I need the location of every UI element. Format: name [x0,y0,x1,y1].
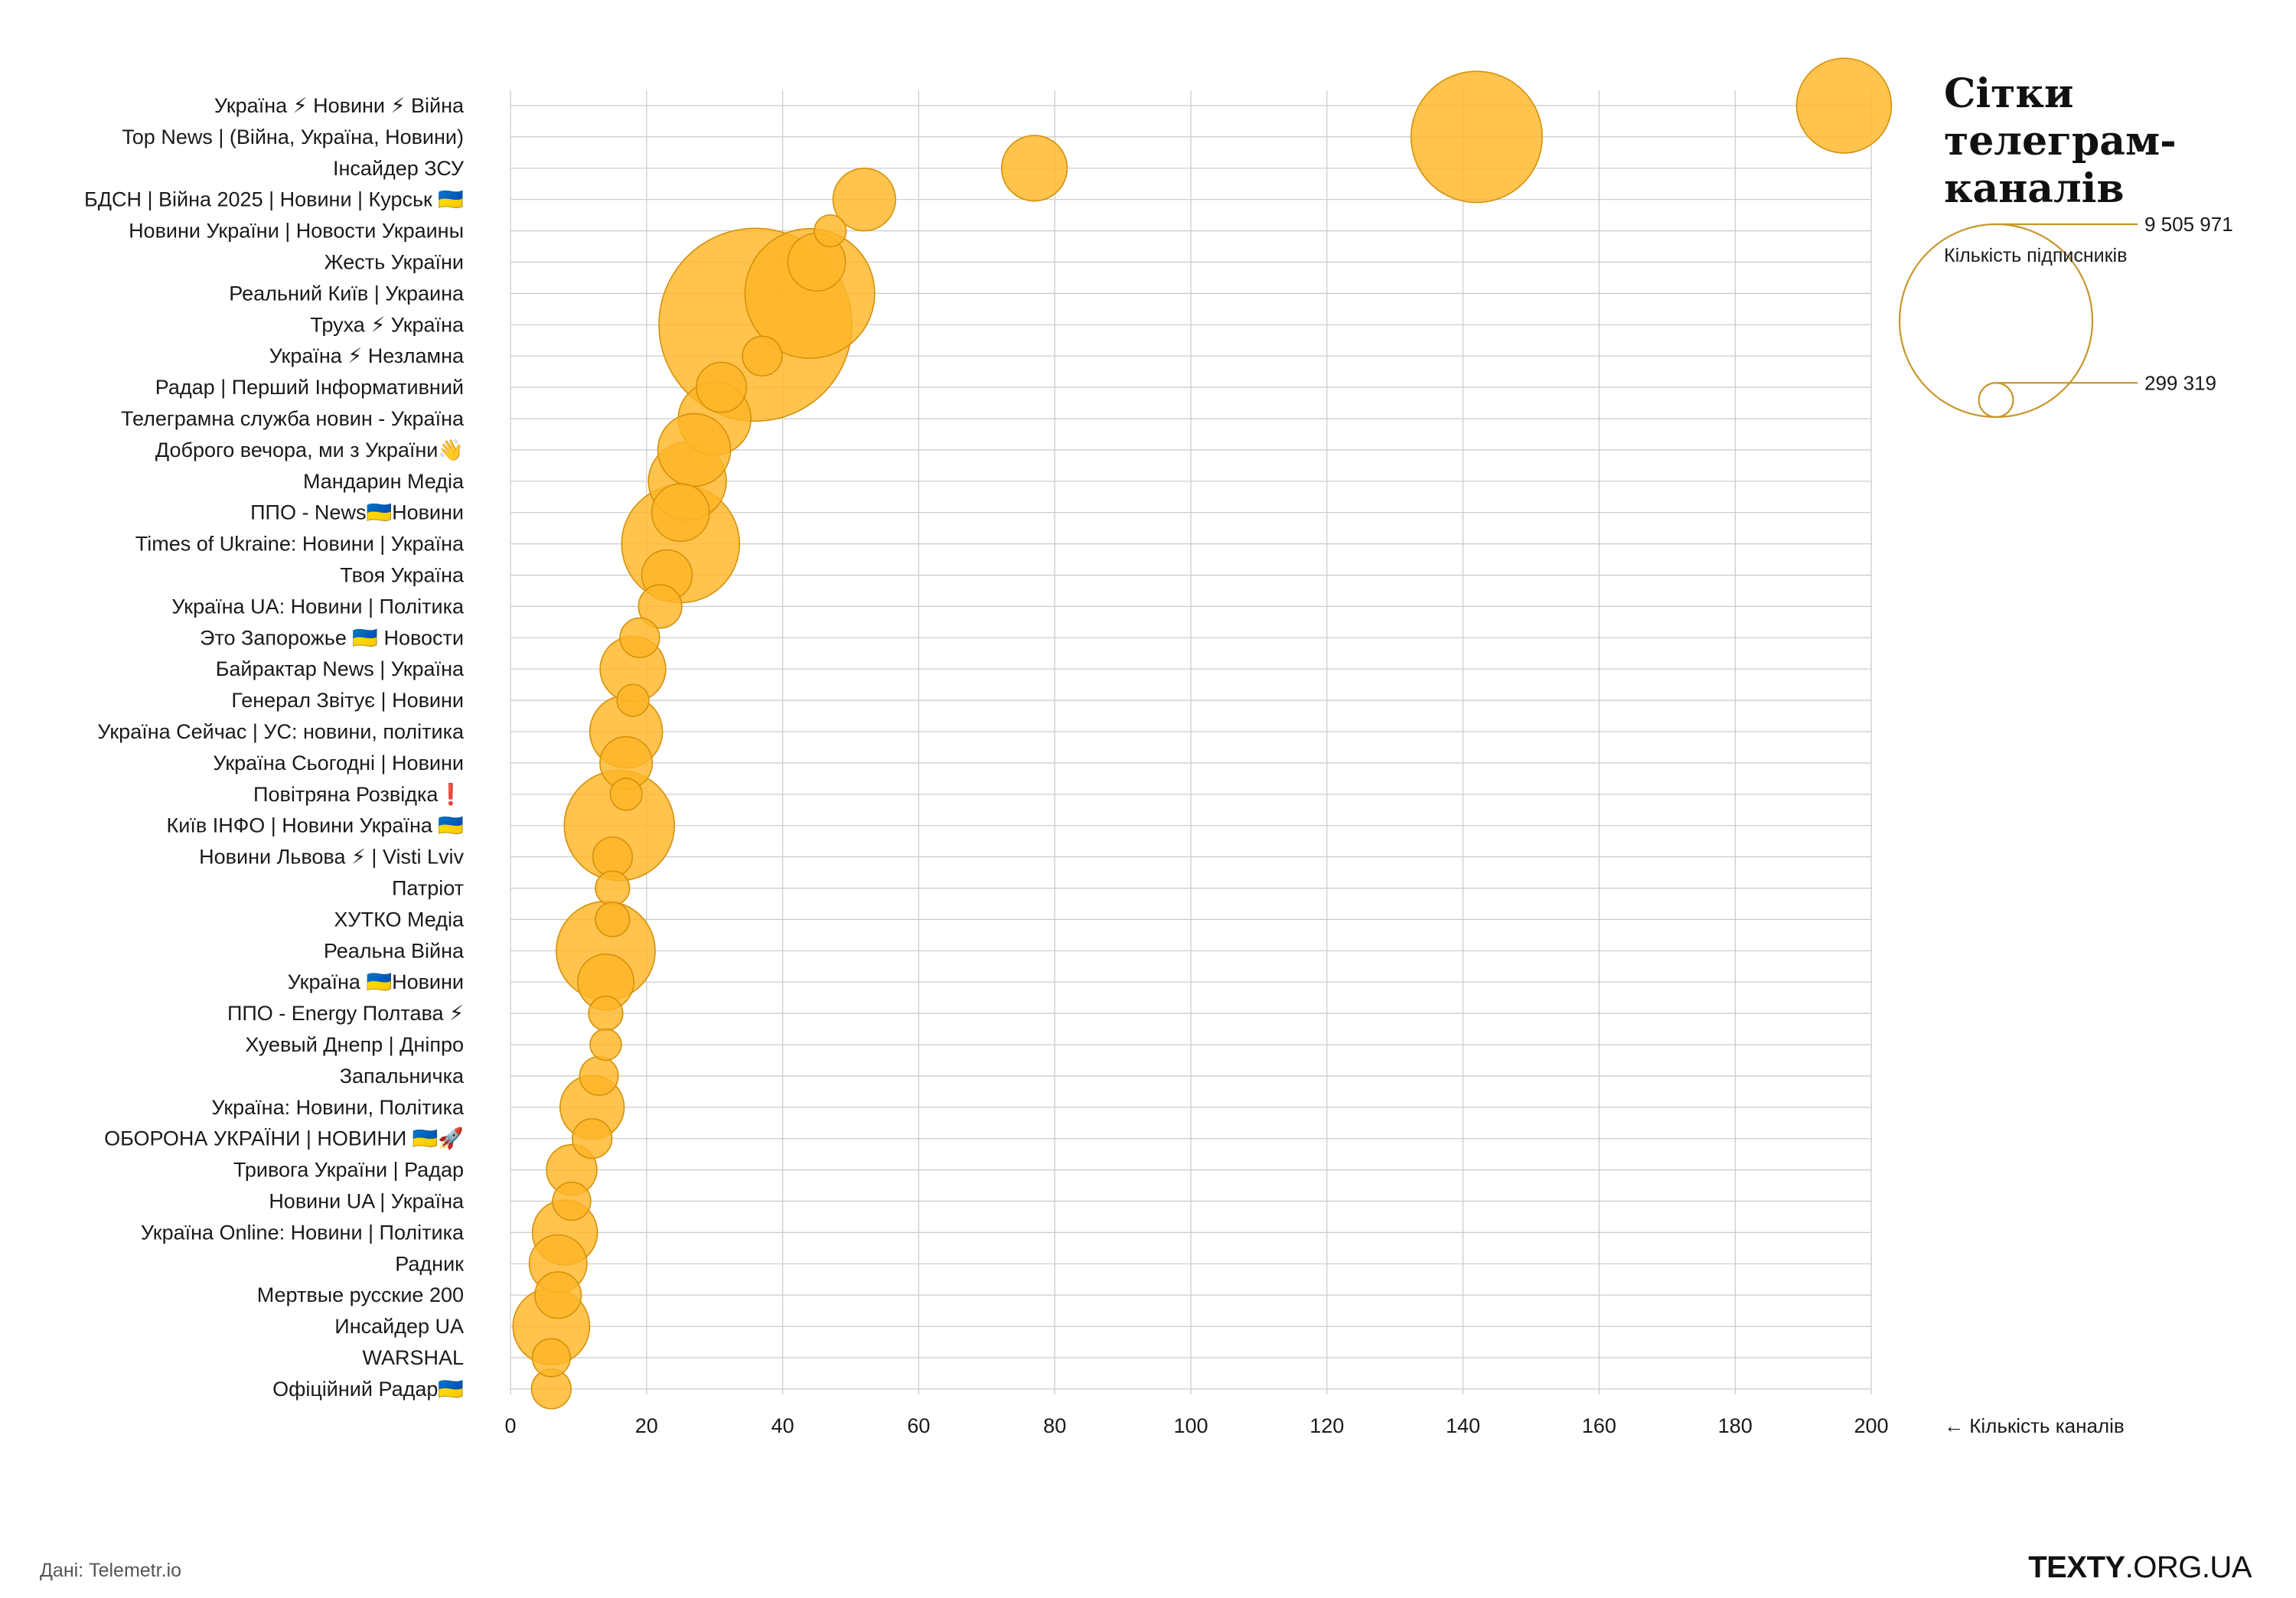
bubble: Генерал Звітує | Новини [616,683,650,717]
category-label: Радар | Перший Інформативний [155,376,464,399]
category-label: Байрактар News | Україна [216,657,465,680]
bubble: Повітряна Розвідка❗ [609,778,643,811]
bubble: БДСН | Війна 2025 | Новини | Курськ 🇺🇦 [832,168,896,232]
category-label: Труха ⚡ Україна [310,313,465,336]
category-label: Генерал Звітує | Новини [231,689,464,712]
bubble: Патріот [595,870,631,906]
category-label: БДСН | Війна 2025 | Новини | Курськ 🇺🇦 [84,188,464,211]
x-tick-label: 160 [1582,1414,1616,1437]
x-tick-label: 200 [1854,1414,1888,1437]
category-label: Жесть України [325,251,464,274]
legend-title: Кількість підписників [1944,245,2128,266]
bubble: Новини UA | Україна [552,1181,592,1221]
category-label: Инсайдер UA [334,1315,464,1338]
category-label: Тривога України | Радар [233,1159,464,1182]
category-label: Твоя Україна [340,564,465,587]
bubble: ОБОРОНА УКРАЇНИ | НОВИНИ 🇺🇦🚀 [572,1118,613,1159]
bubble: Україна UA: Новини | Політика [638,584,683,629]
brand-bold: TEXTY [2028,1551,2125,1584]
category-label: ОБОРОНА УКРАЇНИ | НОВИНИ 🇺🇦🚀 [104,1127,464,1150]
chart-title: Сітки телеграм-каналів [1944,70,2177,212]
category-label: Новини Львова ⚡ | Visti Lviv [199,846,464,869]
category-label: Top News | (Війна, Україна, Новини) [122,126,464,148]
category-label: Новини UA | Україна [269,1190,465,1213]
category-label: Радник [395,1252,464,1275]
grid [510,90,1872,1394]
bubbles: Труха ⚡ УкраїнаTop News | (Війна, Україн… [512,57,1893,1410]
category-label: ППО - Energy Полтава ⚡ [227,1002,464,1025]
category-label: Доброго вечора, ми з України👋 [155,439,464,462]
source-note: Дані: Telemetr.io [40,1560,181,1581]
bubble: Україна ⚡ Новини ⚡ Війна [1795,57,1893,154]
category-label: Запальничка [340,1065,465,1088]
category-label: Это Запорожье 🇺🇦 Новости [200,626,464,649]
legend-max-label: 9 505 971 [2144,213,2233,236]
legend-circle-min [1978,382,2014,419]
category-label: Хуевый Днепр | Дніпро [245,1033,464,1056]
category-label: Новини України | Новости Украины [129,220,464,243]
bubble: ППО - News🇺🇦Новини [651,483,710,543]
category-label: Україна Сьогодні | Новини [213,752,464,775]
bubble: ХУТКО Медіа [595,902,631,938]
bubble: Україна ⚡ Незламна [742,335,783,377]
bubble: Запальничка [579,1055,619,1096]
category-label: Мертвые русские 200 [257,1283,464,1306]
category-label: ХУТКО Медіа [334,908,465,931]
x-tick-label: 60 [907,1414,930,1437]
category-labels: Україна ⚡ Новини ⚡ Війна Top News | (Війн… [84,94,465,1401]
bubble: Мертвые русские 200 [534,1271,582,1319]
category-label: Реальна Війна [324,939,465,962]
category-label: Телеграмна служба новин - Україна [121,407,465,430]
category-label: Україна ⚡ Новини ⚡ Війна [214,94,465,117]
x-tick-label: 100 [1173,1414,1208,1437]
bubble: Top News | (Війна, Україна, Новини) [1410,70,1543,204]
bubble: Доброго вечора, ми з України👋 [657,413,732,488]
bubble: ППО - Energy Полтава ⚡ [588,995,624,1032]
category-label: Офіційний Радар🇺🇦 [272,1378,464,1401]
category-label: Україна ⚡ Незламна [269,344,465,367]
bubble: Інсайдер ЗСУ [1000,135,1068,202]
x-tick-label: 180 [1718,1414,1753,1437]
category-label: Україна 🇺🇦Новини [288,970,464,993]
category-label: Мандарин Медіа [303,470,465,493]
x-axis-ticks: 0 20 40 60 80 100 120 140 160 180 200 [504,1414,1888,1437]
category-label: Патріот [392,877,464,900]
category-label: ППО - News🇺🇦Новини [250,501,464,524]
x-tick-label: 0 [504,1414,516,1437]
category-label: Інсайдер ЗСУ [333,157,465,180]
category-label: Україна UA: Новини | Політика [171,595,465,618]
bubble: WARSHAL [531,1338,571,1378]
x-tick-label: 140 [1446,1414,1480,1437]
category-label: Реальний Київ | Украина [229,282,465,305]
bubble: Это Запорожье 🇺🇦 Новости [619,617,660,658]
bubble: Радар | Перший Інформативний [696,361,748,413]
category-label: Україна: Новини, Політика [211,1096,465,1119]
category-label: WARSHAL [362,1346,464,1369]
bubble: Новини України | Новости Украины [814,214,847,248]
x-tick-label: 80 [1043,1414,1066,1437]
category-label: Україна Сейчас | УС: новини, політика [97,720,465,743]
category-label: Times of Ukraine: Новини | Україна [135,533,465,556]
category-label: Повітряна Розвідка❗ [253,782,464,806]
x-tick-label: 20 [635,1414,658,1437]
size-legend: 9 505 971 299 319 [1898,213,2233,419]
bubble: Хуевый Днепр | Дніпро [589,1028,622,1062]
x-axis-label: ← Кількість каналів [1944,1414,2125,1437]
x-tick-label: 40 [771,1414,794,1437]
x-tick-label: 120 [1309,1414,1344,1437]
brand-rest: .ORG.UA [2125,1551,2252,1584]
brand-logo[interactable]: TEXTY.ORG.UA [2028,1551,2252,1585]
category-label: Україна Online: Новини | Політика [141,1221,465,1244]
legend-min-label: 299 319 [2144,371,2216,394]
category-label: Київ ІНФО | Новини Україна 🇺🇦 [167,814,464,837]
